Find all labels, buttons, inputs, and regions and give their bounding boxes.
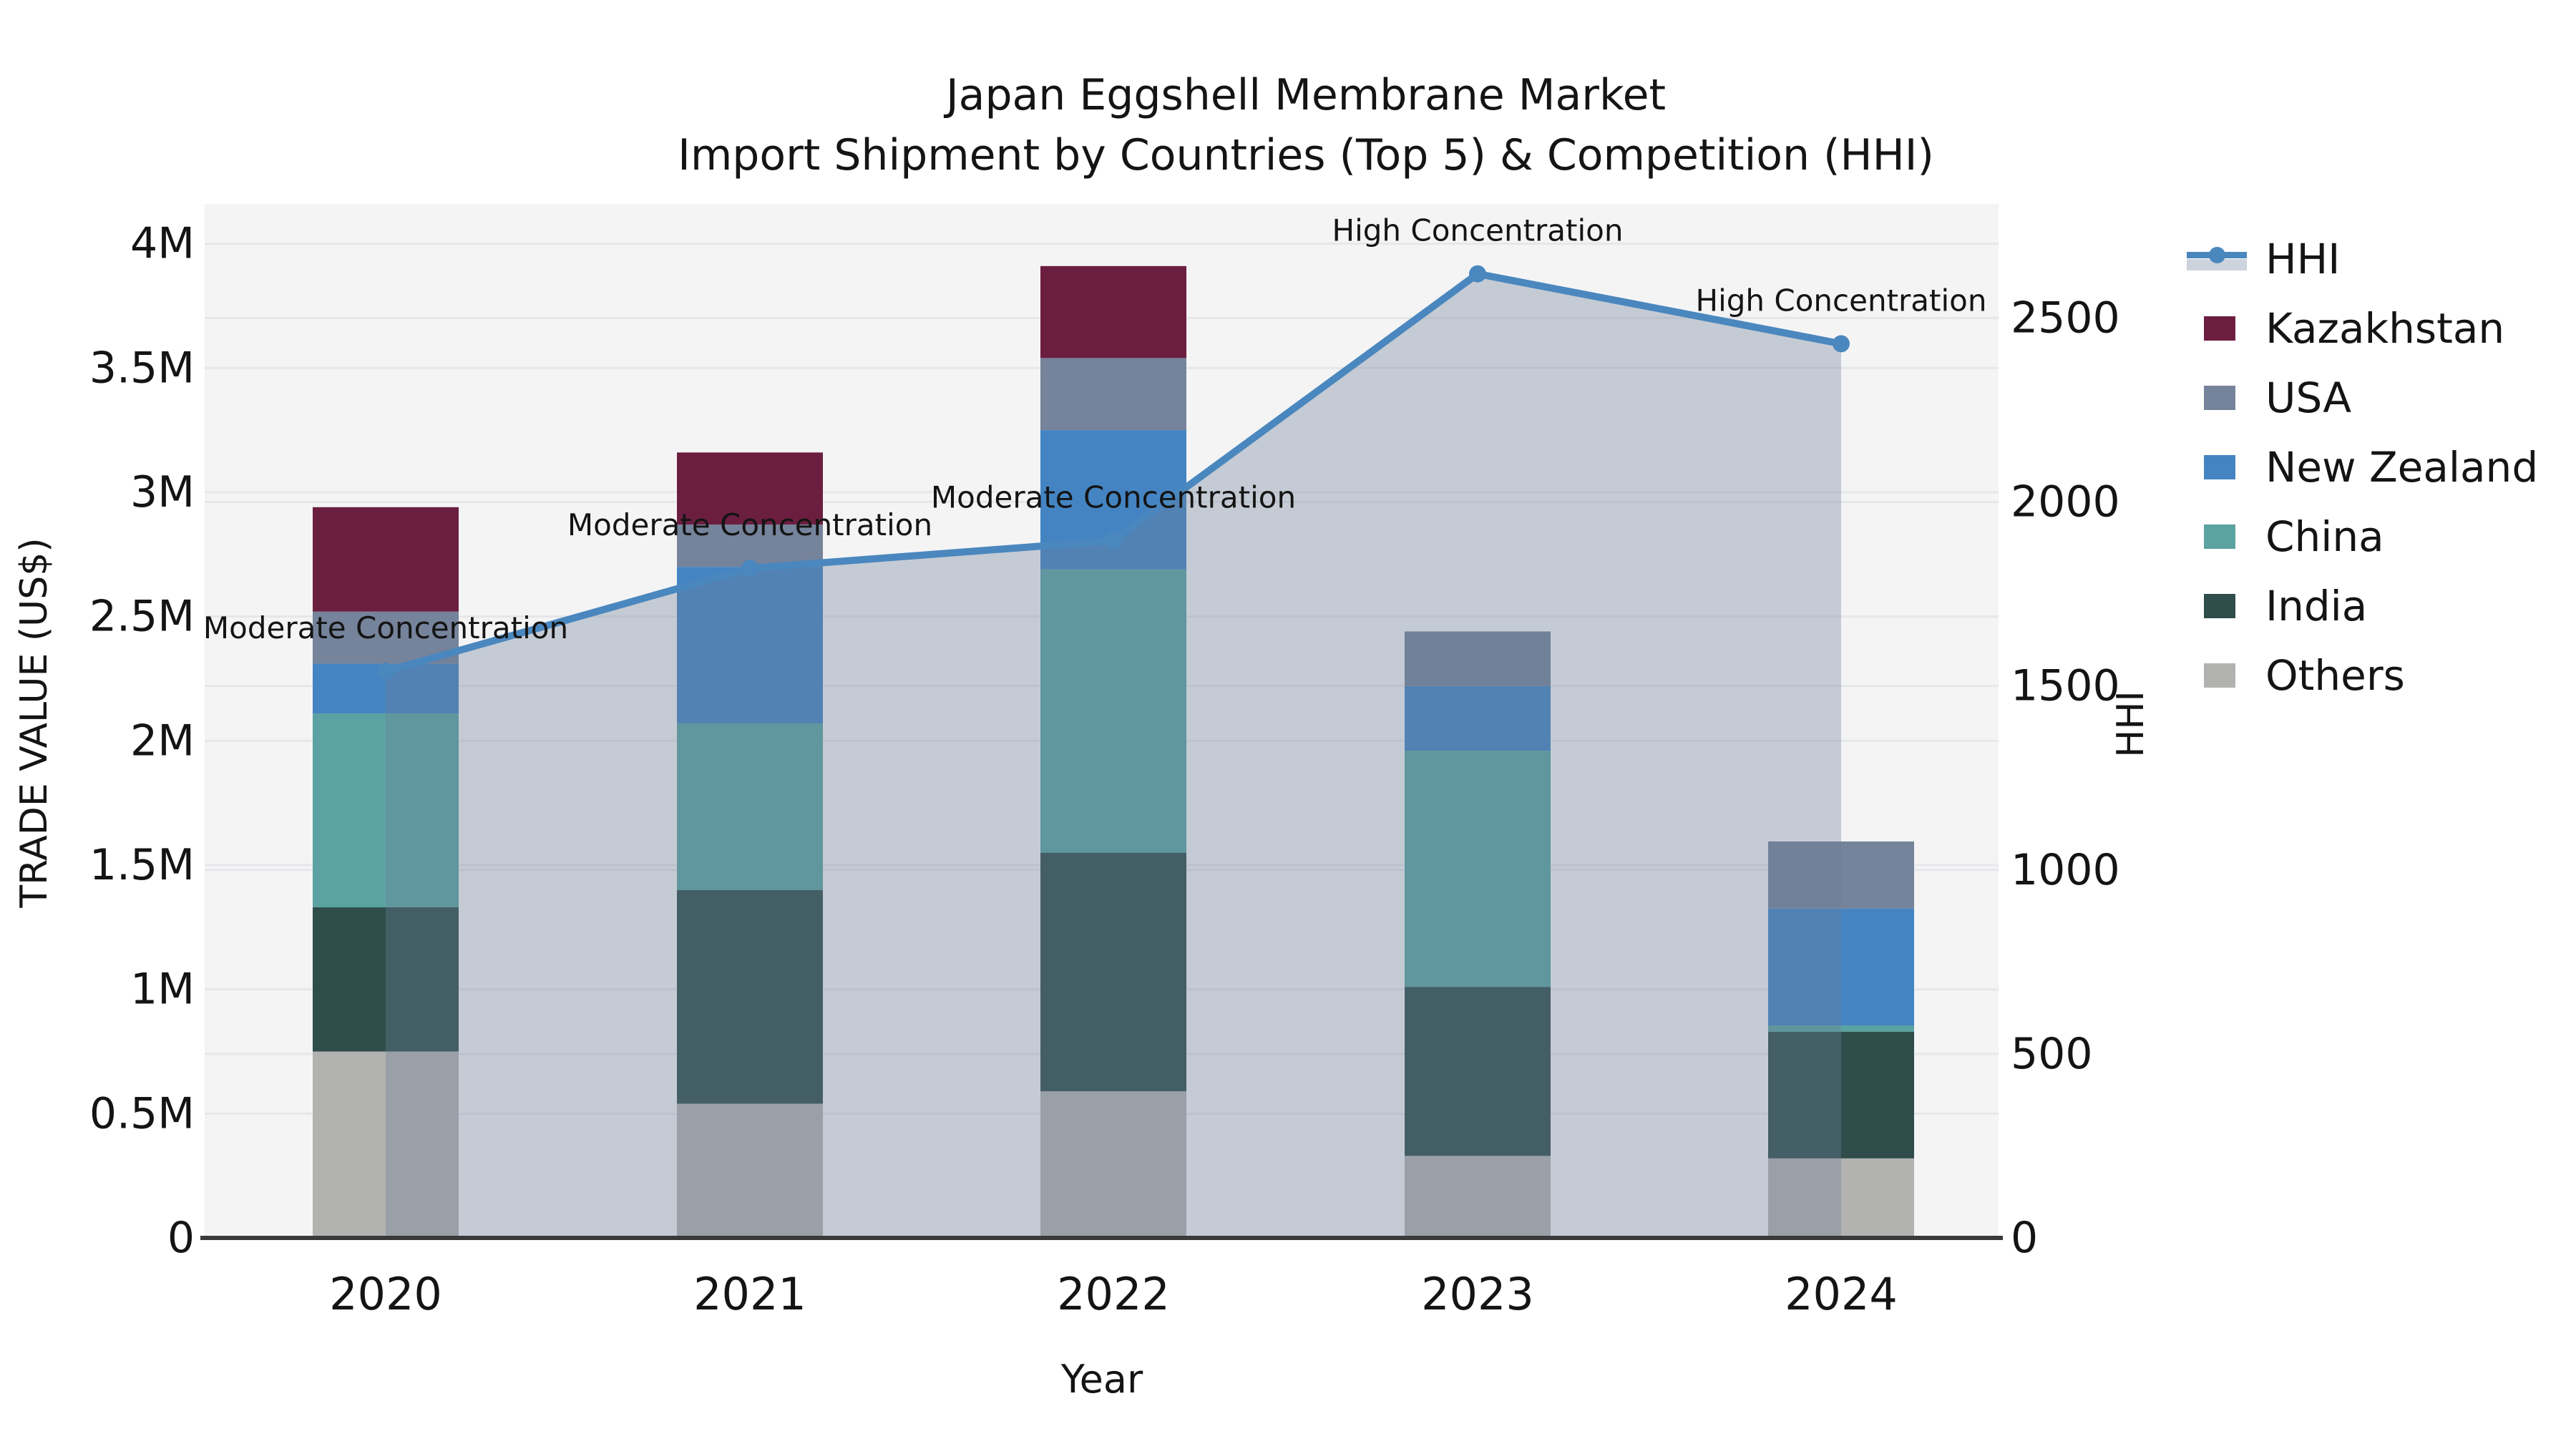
bar-segment-usa-2022: [1040, 358, 1186, 431]
y-tick-left-3.5M: 3.5M: [89, 343, 195, 393]
x-tick-2021: 2021: [693, 1268, 806, 1320]
legend-item-new-zealand: New Zealand: [2187, 432, 2538, 502]
chart-subtitle: Import Shipment by Countries (Top 5) & C…: [678, 130, 1934, 180]
y-tick-left-3M: 3M: [130, 467, 195, 517]
x-axis-label: Year: [1060, 1357, 1143, 1402]
y-tick-left-1.5M: 1.5M: [89, 840, 195, 890]
y-tick-left-1M: 1M: [130, 965, 195, 1015]
bar-segment-new-zealand-2024: [1768, 908, 1914, 1026]
y-tick-left-0: 0: [167, 1213, 195, 1263]
y-tick-left-0.5M: 0.5M: [89, 1088, 195, 1138]
color-swatch-icon: [2187, 307, 2248, 350]
legend-label: New Zealand: [2265, 442, 2539, 492]
y-axis-label-left: TRADE VALUE (US$): [13, 537, 56, 908]
annotation-2020: Moderate Concentration: [203, 610, 568, 645]
y-tick-left-2.5M: 2.5M: [89, 592, 195, 642]
bar-segment-china-2020: [313, 713, 459, 908]
annotation-2021: Moderate Concentration: [567, 507, 932, 542]
x-tick-2022: 2022: [1057, 1268, 1170, 1320]
hhi-marker-2021: [741, 560, 758, 577]
color-swatch-icon: [2187, 515, 2248, 558]
chart-title: Japan Eggshell Membrane Market: [945, 70, 1667, 120]
bar-segment-others-2022: [1040, 1091, 1186, 1238]
x-tick-2020: 2020: [329, 1268, 442, 1320]
bar-segment-india-2020: [313, 907, 459, 1052]
y-tick-left-4M: 4M: [130, 219, 195, 269]
bar-segment-new-zealand-2023: [1405, 686, 1551, 751]
y-tick-right-0: 0: [2011, 1213, 2038, 1263]
legend-item-usa: USA: [2187, 363, 2538, 432]
bar-segment-kazakhstan-2020: [313, 507, 459, 612]
y-axis-label-right: HHI: [2109, 691, 2152, 758]
legend-item-kazakhstan: Kazakhstan: [2187, 293, 2538, 363]
hhi-line-swatch-icon: [2187, 238, 2248, 280]
legend-label: Kazakhstan: [2265, 303, 2505, 353]
y-tick-right-500: 500: [2011, 1029, 2093, 1079]
y-tick-right-2500: 2500: [2011, 293, 2120, 343]
x-tick-2024: 2024: [1785, 1268, 1898, 1320]
legend-item-hhi: HHI: [2187, 224, 2538, 293]
hhi-marker-2022: [1105, 532, 1122, 550]
color-swatch-icon: [2187, 376, 2248, 419]
bar-segment-india-2024: [1768, 1031, 1914, 1158]
color-swatch-icon: [2187, 654, 2248, 697]
bar-segment-china-2023: [1405, 751, 1551, 987]
annotation-2023: High Concentration: [1332, 213, 1624, 248]
annotation-2022: Moderate Concentration: [931, 480, 1296, 515]
bar-segment-kazakhstan-2022: [1040, 265, 1186, 358]
bar-segment-others-2021: [677, 1103, 823, 1238]
bar-segment-india-2023: [1405, 987, 1551, 1156]
y-tick-right-1500: 1500: [2011, 661, 2120, 711]
hhi-marker-2024: [1833, 335, 1850, 353]
legend-item-india: India: [2187, 571, 2538, 640]
bar-segment-usa-2023: [1405, 631, 1551, 686]
legend-label: India: [2265, 581, 2368, 630]
hhi-marker-2020: [377, 663, 394, 680]
bar-segment-india-2022: [1040, 852, 1186, 1092]
color-swatch-icon: [2187, 446, 2248, 489]
legend-item-china: China: [2187, 502, 2538, 571]
bar-segment-china-2021: [677, 723, 823, 890]
y-tick-left-2M: 2M: [130, 716, 195, 766]
hhi-area-fill: [386, 273, 1841, 1239]
y-tick-right-2000: 2000: [2011, 477, 2120, 527]
legend-item-others: Others: [2187, 640, 2538, 710]
legend-label: China: [2265, 512, 2384, 561]
bar-segment-china-2022: [1040, 569, 1186, 853]
legend-label: Others: [2265, 650, 2405, 700]
bar-segment-kazakhstan-2021: [677, 452, 823, 525]
legend-label: USA: [2265, 373, 2352, 422]
legend-label: HHI: [2265, 234, 2341, 283]
legend: HHI Kazakhstan USA New Zealand China India Oth…: [2187, 224, 2538, 710]
bar-segment-china-2024: [1768, 1025, 1914, 1032]
x-tick-2023: 2023: [1421, 1268, 1534, 1320]
hhi-marker-2023: [1469, 265, 1486, 283]
color-swatch-icon: [2187, 585, 2248, 628]
bar-segment-usa-2024: [1768, 841, 1914, 909]
bar-segment-others-2024: [1768, 1158, 1914, 1238]
annotation-2024: High Concentration: [1696, 283, 1987, 318]
bar-segment-india-2021: [677, 889, 823, 1104]
bar-segment-new-zealand-2021: [677, 567, 823, 723]
y-tick-right-1000: 1000: [2011, 845, 2120, 895]
bar-segment-others-2020: [313, 1051, 459, 1238]
bar-segment-others-2023: [1405, 1156, 1551, 1238]
